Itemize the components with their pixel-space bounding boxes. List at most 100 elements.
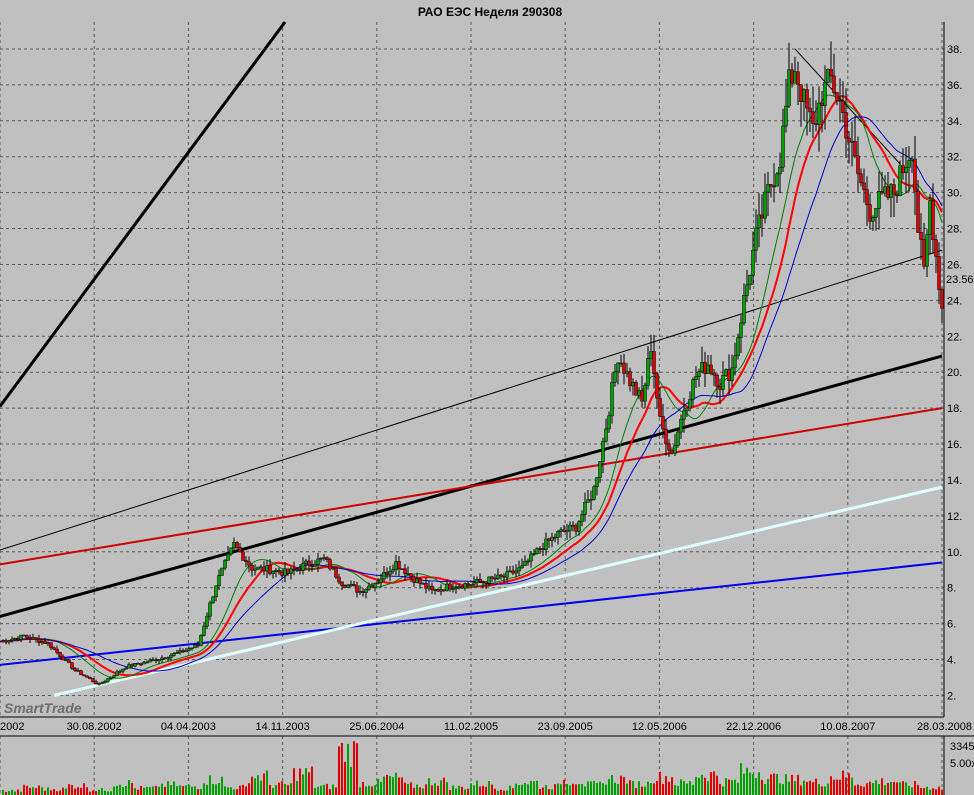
candle-down bbox=[34, 637, 38, 640]
volume-bar bbox=[812, 782, 814, 795]
candle-up bbox=[883, 186, 887, 194]
volume-bar bbox=[845, 777, 847, 795]
candle-up bbox=[544, 538, 548, 550]
volume-bar bbox=[713, 771, 715, 795]
candle-up bbox=[748, 274, 752, 286]
volume-bar bbox=[158, 786, 160, 795]
y-tick-label: 28. bbox=[947, 224, 962, 236]
volume-bar bbox=[242, 784, 244, 795]
volume-bar bbox=[866, 783, 868, 795]
candle-up bbox=[697, 371, 701, 377]
volume-bar bbox=[194, 786, 196, 795]
y-tick-label: 4. bbox=[947, 655, 956, 667]
candle-down bbox=[430, 585, 434, 591]
volume-bar bbox=[680, 779, 682, 795]
volume-bar bbox=[716, 775, 718, 795]
volume-bar bbox=[419, 787, 421, 795]
candle-up bbox=[142, 661, 146, 665]
candle-down bbox=[400, 568, 404, 570]
volume-bar bbox=[455, 788, 457, 795]
volume-bar bbox=[197, 789, 199, 795]
volume-bar bbox=[428, 778, 430, 795]
trendline[interactable] bbox=[794, 48, 901, 165]
candle-up bbox=[190, 647, 194, 650]
candle-down bbox=[880, 191, 884, 194]
volume-bar bbox=[659, 771, 661, 795]
volume-bar bbox=[200, 789, 202, 795]
candle-up bbox=[904, 167, 908, 173]
trendline[interactable] bbox=[0, 407, 943, 566]
volume-bar bbox=[422, 788, 424, 795]
volume-bar bbox=[524, 783, 526, 795]
candle-up bbox=[127, 664, 131, 669]
candle-up bbox=[367, 585, 371, 590]
candle-up bbox=[823, 82, 827, 106]
candle-up bbox=[496, 574, 500, 579]
candle-up bbox=[730, 367, 734, 381]
candle-up bbox=[301, 563, 305, 571]
volume-bar bbox=[263, 773, 265, 795]
trendline[interactable] bbox=[0, 249, 943, 551]
x-tick-label: 25.06.2004 bbox=[349, 721, 404, 733]
candle-up bbox=[382, 571, 386, 580]
volume-bar bbox=[446, 782, 448, 795]
trendline[interactable] bbox=[0, 561, 943, 666]
candle-up bbox=[373, 583, 377, 588]
candle-down bbox=[799, 84, 803, 103]
candle-up bbox=[598, 461, 602, 478]
candle-up bbox=[457, 586, 461, 588]
volume-bar bbox=[887, 782, 889, 795]
volume-bar bbox=[347, 743, 349, 795]
candle-down bbox=[385, 571, 389, 575]
volume-bar bbox=[689, 781, 691, 795]
candle-down bbox=[511, 570, 515, 574]
trendline[interactable] bbox=[0, 21, 287, 408]
candle-up bbox=[817, 102, 821, 125]
volume-bar bbox=[542, 787, 544, 795]
volume-bar bbox=[641, 786, 643, 795]
volume-bar bbox=[461, 786, 463, 795]
candle-up bbox=[472, 582, 476, 585]
candle-down bbox=[571, 524, 575, 527]
candle-up bbox=[427, 585, 431, 589]
volume-bar bbox=[125, 785, 127, 795]
candle-up bbox=[205, 615, 209, 627]
candle-down bbox=[712, 372, 716, 376]
x-tick-label: 14.11.2003 bbox=[255, 721, 309, 733]
candle-down bbox=[85, 675, 89, 678]
y-tick-label: 16. bbox=[947, 439, 962, 451]
candle-down bbox=[703, 362, 707, 374]
candle-down bbox=[397, 561, 401, 569]
volume-bar bbox=[260, 780, 262, 795]
volume-bar bbox=[452, 785, 454, 795]
volume-bar bbox=[656, 780, 658, 795]
candle-up bbox=[226, 553, 230, 561]
volume-bar bbox=[899, 782, 901, 795]
volume-bar bbox=[173, 781, 175, 795]
volume-bar bbox=[764, 784, 766, 795]
volume-bar bbox=[119, 784, 121, 795]
volume-bar bbox=[167, 781, 169, 795]
trendline[interactable] bbox=[53, 485, 943, 697]
volume-bar bbox=[308, 772, 310, 795]
candle-down bbox=[667, 443, 671, 451]
x-tick-label: 11.02.2005 bbox=[444, 721, 498, 733]
volume-bar bbox=[506, 790, 508, 795]
volume-bar bbox=[341, 742, 343, 795]
candle-up bbox=[514, 570, 518, 574]
volume-bar bbox=[872, 783, 874, 795]
candle-up bbox=[565, 530, 569, 533]
candle-up bbox=[283, 568, 287, 576]
candle-down bbox=[919, 232, 923, 240]
volume-bar bbox=[293, 768, 295, 795]
candle-up bbox=[1, 640, 5, 642]
candle-up bbox=[319, 557, 323, 560]
volume-bar bbox=[374, 785, 376, 795]
volume-bar bbox=[614, 782, 616, 795]
y-tick-label: 8. bbox=[947, 583, 956, 595]
candle-down bbox=[661, 416, 665, 430]
volume-bar bbox=[212, 784, 214, 795]
volume-bar bbox=[182, 786, 184, 795]
candle-down bbox=[448, 583, 452, 590]
candle-up bbox=[304, 560, 308, 564]
